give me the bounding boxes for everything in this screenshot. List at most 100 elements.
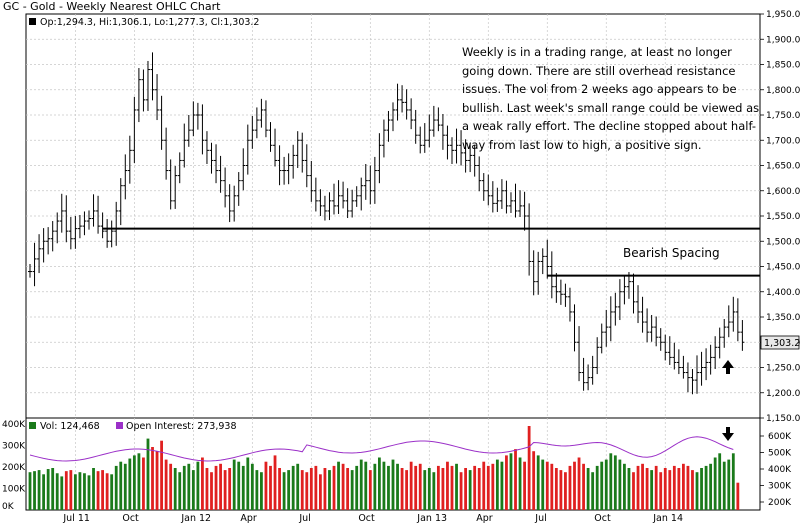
ohlc-bar: [740, 320, 745, 351]
ohlc-bar: [622, 275, 627, 305]
ohlc-bar: [282, 156, 287, 185]
volume-bar: [287, 470, 291, 510]
volume-bar: [591, 472, 595, 510]
volume-bar: [491, 463, 495, 510]
volume-bar: [42, 474, 46, 510]
volume-bar: [264, 461, 268, 510]
grid-lines: [26, 14, 760, 510]
ohlc-bar: [654, 316, 659, 347]
ohlc-bar: [114, 201, 119, 246]
ohlc-bar: [218, 155, 223, 193]
oi-tick-label: 300K: [768, 482, 792, 492]
volume-bar: [604, 459, 608, 510]
price-tick-label: 1,500.0: [766, 237, 800, 247]
ohlc-bar: [617, 279, 622, 321]
oi-axis-ticks: 600K 500K 400K 300K 200K: [760, 432, 792, 508]
ohlc-bar: [177, 152, 182, 184]
annotation-note: Weekly is in a trading range, at least n…: [462, 45, 760, 152]
volume-bar: [459, 472, 463, 510]
volume-bar: [568, 465, 572, 510]
volume-bar: [722, 461, 726, 510]
ohlc-bar: [386, 110, 391, 142]
ohlc-bar: [631, 273, 636, 314]
volume-bar: [414, 465, 418, 510]
volume-bar: [182, 465, 186, 510]
volume-bar: [96, 471, 100, 510]
price-tick-label: 1,350.0: [766, 313, 800, 323]
ohlc-bar: [527, 203, 532, 276]
volume-bar: [727, 459, 731, 510]
volume-bar: [278, 468, 281, 510]
ohlc-bar: [268, 122, 273, 152]
x-tick-label: Jan 12: [180, 513, 211, 524]
ohlc-bar: [291, 144, 296, 179]
price-tick-label: 1,650.0: [766, 162, 800, 172]
ohlc-bar: [304, 144, 309, 188]
volume-bar: [623, 463, 626, 510]
x-tick-label: Jan 14: [652, 513, 683, 524]
x-axis-ticks: Jul 11 Oct Jan 12 Apr Jul Oct Jan 13 Apr Jul Oct J…: [62, 513, 683, 524]
ohlc-bar: [731, 296, 736, 332]
ohlc-bar: [640, 296, 645, 333]
ohlc-bar: [127, 135, 132, 184]
volume-bar: [346, 468, 350, 510]
ohlc-bar: [436, 107, 441, 132]
ohlc-bar: [545, 239, 550, 279]
volume-bar: [255, 470, 259, 510]
ohlc-bar: [595, 337, 600, 375]
volume-bar: [164, 459, 168, 510]
volume-bar: [550, 463, 554, 510]
ohlc-bar: [336, 180, 341, 214]
ohlc-bar: [136, 68, 141, 123]
volume-bar: [532, 451, 536, 510]
volume-bar: [464, 468, 467, 510]
ohlc-bar: [690, 369, 695, 395]
ohlc-bar: [200, 104, 205, 155]
ohlc-bar: [363, 163, 368, 200]
volume-bar: [523, 461, 526, 510]
ohlc-bar: [391, 102, 395, 132]
volume-bar: [323, 468, 327, 510]
ohlc-bar: [327, 192, 332, 221]
volume-bar: [137, 453, 141, 510]
ohlc-bar: [726, 305, 731, 338]
ohlc-bar: [96, 195, 101, 234]
chart-title: GC - Gold - Weekly Nearest OHLC Chart: [3, 0, 221, 13]
volume-bar: [704, 465, 708, 510]
volume-bar: [373, 463, 377, 510]
ohlc-bar: [46, 227, 51, 255]
volume-bar: [505, 455, 508, 510]
volume-readout: Vol: 124,468: [40, 421, 100, 432]
volume-bar: [355, 465, 359, 510]
ohlc-bar: [567, 287, 572, 322]
last-price-label: 1,303.2: [764, 338, 800, 349]
ohlc-bar: [77, 214, 82, 239]
volume-bar: [659, 472, 663, 510]
ohlc-bar: [350, 189, 355, 218]
volume-bar: [205, 468, 209, 510]
volume-bar: [468, 470, 472, 510]
ohlc-bar: [586, 364, 591, 391]
ohlc-bar: [400, 85, 405, 113]
volume-bar: [110, 474, 114, 510]
ohlc-bar: [232, 185, 237, 222]
ohlc-bar: [159, 95, 164, 150]
ohlc-bar: [191, 101, 196, 137]
ohlc-bar: [486, 174, 491, 206]
volume-bar: [201, 457, 204, 510]
ohlc-bar: [667, 336, 672, 365]
volume-bar: [441, 468, 445, 510]
ohlc-readout-swatch: [29, 18, 36, 25]
price-tick-label: 1,750.0: [766, 111, 800, 121]
ohlc-bars: [28, 52, 745, 395]
volume-bar: [645, 468, 649, 510]
ohlc-bar: [572, 304, 577, 352]
x-tick-label: Apr: [476, 513, 493, 524]
volume-bar: [151, 447, 154, 510]
ohlc-bar: [173, 166, 178, 209]
x-tick-label: Oct: [594, 513, 611, 524]
price-tick-label: 1,850.0: [766, 61, 800, 71]
volume-bar: [509, 453, 513, 510]
volume-bar: [55, 473, 59, 510]
ohlc-bar: [318, 189, 323, 216]
